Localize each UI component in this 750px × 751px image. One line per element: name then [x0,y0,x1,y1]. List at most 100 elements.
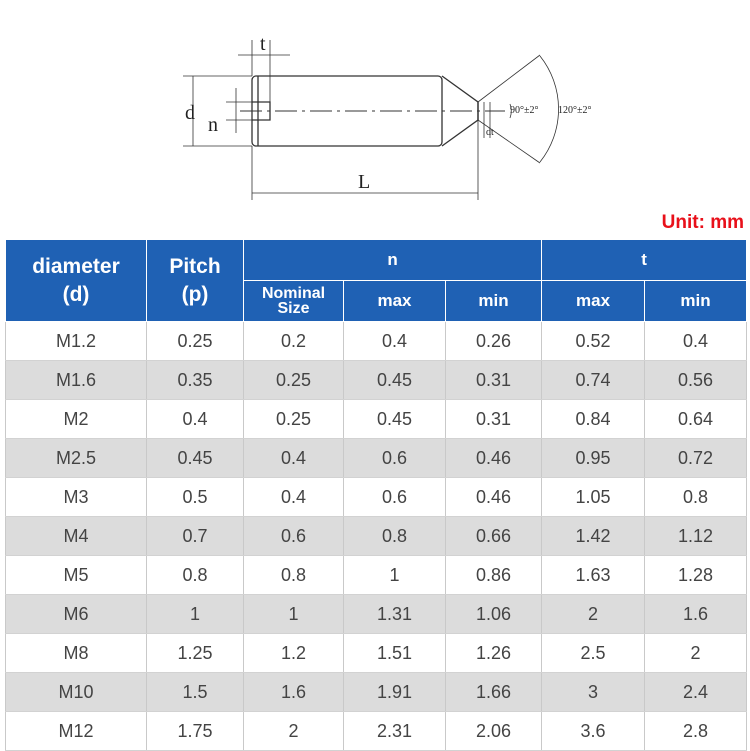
L-label: L [358,171,370,193]
header-diameter: diameter (d) [5,239,147,322]
cell-diameter: M1.6 [5,360,147,400]
cell-t-min: 2.8 [644,711,748,751]
cell-n-nominal: 0.2 [243,321,344,361]
cell-t-max: 2.5 [541,633,646,673]
cell-t-min: 0.72 [644,438,748,478]
cell-n-max: 0.8 [343,516,446,556]
cell-n-nominal: 0.4 [243,477,344,517]
cell-diameter: M1.2 [5,321,147,361]
cell-t-max: 3 [541,672,646,712]
table-row: M6 1 1 1.31 1.06 2 1.6 [5,594,748,634]
cell-diameter: M5 [5,555,147,595]
cell-diameter: M4 [5,516,147,556]
table-row: M8 1.25 1.2 1.51 1.26 2.5 2 [5,633,748,673]
table-row: M3 0.5 0.4 0.6 0.46 1.05 0.8 [5,477,748,517]
cell-t-max: 0.95 [541,438,646,478]
cell-n-nominal: 0.25 [243,360,344,400]
table-row: M2 0.4 0.25 0.45 0.31 0.84 0.64 [5,399,748,439]
header-diameter-symbol: (d) [62,282,90,306]
cell-n-nominal: 1.6 [243,672,344,712]
cell-n-nominal: 1.2 [243,633,344,673]
cell-t-min: 1.6 [644,594,748,634]
cell-t-max: 1.05 [541,477,646,517]
cell-n-max: 1 [343,555,446,595]
angle-90-label: 90°±2° [510,105,539,116]
table-row: M4 0.7 0.6 0.8 0.66 1.42 1.12 [5,516,748,556]
cell-diameter: M2.5 [5,438,147,478]
header-nominal-line2: Size [277,300,310,317]
cell-pitch: 0.45 [146,438,244,478]
unit-label: Unit: mm [661,212,744,233]
cell-diameter: M2 [5,399,147,439]
cell-t-max: 0.74 [541,360,646,400]
cell-t-max: 3.6 [541,711,646,751]
cell-diameter: M10 [5,672,147,712]
cell-t-min: 1.28 [644,555,748,595]
table-row: M5 0.8 0.8 1 0.86 1.63 1.28 [5,555,748,595]
cell-diameter: M12 [5,711,147,751]
header-n-max: max [343,280,446,322]
cell-n-max: 0.6 [343,477,446,517]
cell-n-nominal: 1 [243,594,344,634]
cell-pitch: 0.4 [146,399,244,439]
cell-n-max: 1.91 [343,672,446,712]
table-body: M1.2 0.25 0.2 0.4 0.26 0.52 0.4 M1.6 0.35 0.25 0.4… [5,321,748,751]
cell-t-max: 2 [541,594,646,634]
cell-diameter: M6 [5,594,147,634]
n-label: n [208,114,218,136]
t-label: t [260,33,266,55]
cell-pitch: 1.75 [146,711,244,751]
cell-n-min: 0.46 [445,438,543,478]
dimension-table: diameter (d) Pitch (p) n t Nominal Size … [5,239,748,751]
cell-n-nominal: 0.6 [243,516,344,556]
cell-pitch: 0.7 [146,516,244,556]
cell-n-max: 0.45 [343,399,446,439]
cell-n-min: 0.66 [445,516,543,556]
cell-t-min: 0.4 [644,321,748,361]
cell-diameter: M8 [5,633,147,673]
cell-t-min: 0.56 [644,360,748,400]
cell-t-min: 1.12 [644,516,748,556]
table-row: M1.6 0.35 0.25 0.45 0.31 0.74 0.56 [5,360,748,400]
cell-n-min: 0.46 [445,477,543,517]
cell-n-max: 0.45 [343,360,446,400]
cell-t-min: 2.4 [644,672,748,712]
cell-t-min: 2 [644,633,748,673]
cell-n-nominal: 0.25 [243,399,344,439]
header-pitch: Pitch (p) [146,239,244,322]
header-nominal-line1: Nominal [261,285,326,302]
table-row: M2.5 0.45 0.4 0.6 0.46 0.95 0.72 [5,438,748,478]
table-row: M12 1.75 2 2.31 2.06 3.6 2.8 [5,711,748,751]
cell-n-min: 0.86 [445,555,543,595]
header-pitch-symbol: (p) [181,282,209,306]
cell-n-min: 1.66 [445,672,543,712]
cell-t-min: 0.64 [644,399,748,439]
cell-n-max: 1.31 [343,594,446,634]
cell-n-nominal: 0.8 [243,555,344,595]
cell-n-max: 1.51 [343,633,446,673]
cell-n-min: 0.26 [445,321,543,361]
cell-pitch: 0.5 [146,477,244,517]
cell-t-max: 1.63 [541,555,646,595]
header-n-nominal: Nominal Size [243,280,344,322]
cell-diameter: M3 [5,477,147,517]
table-row: M1.2 0.25 0.2 0.4 0.26 0.52 0.4 [5,321,748,361]
cell-pitch: 1.5 [146,672,244,712]
cell-pitch: 0.8 [146,555,244,595]
cell-n-max: 2.31 [343,711,446,751]
dt-label: dt [486,127,494,138]
header-t-min: min [644,280,748,322]
cell-n-min: 1.06 [445,594,543,634]
header-pitch-label: Pitch [169,254,221,278]
cell-pitch: 1.25 [146,633,244,673]
table-row: M10 1.5 1.6 1.91 1.66 3 2.4 [5,672,748,712]
cell-n-min: 1.26 [445,633,543,673]
cell-pitch: 0.35 [146,360,244,400]
cell-n-max: 0.6 [343,438,446,478]
cell-pitch: 1 [146,594,244,634]
cell-t-max: 1.42 [541,516,646,556]
cell-n-min: 0.31 [445,399,543,439]
cell-n-min: 0.31 [445,360,543,400]
cell-n-nominal: 0.4 [243,438,344,478]
header-n: n [242,239,543,281]
